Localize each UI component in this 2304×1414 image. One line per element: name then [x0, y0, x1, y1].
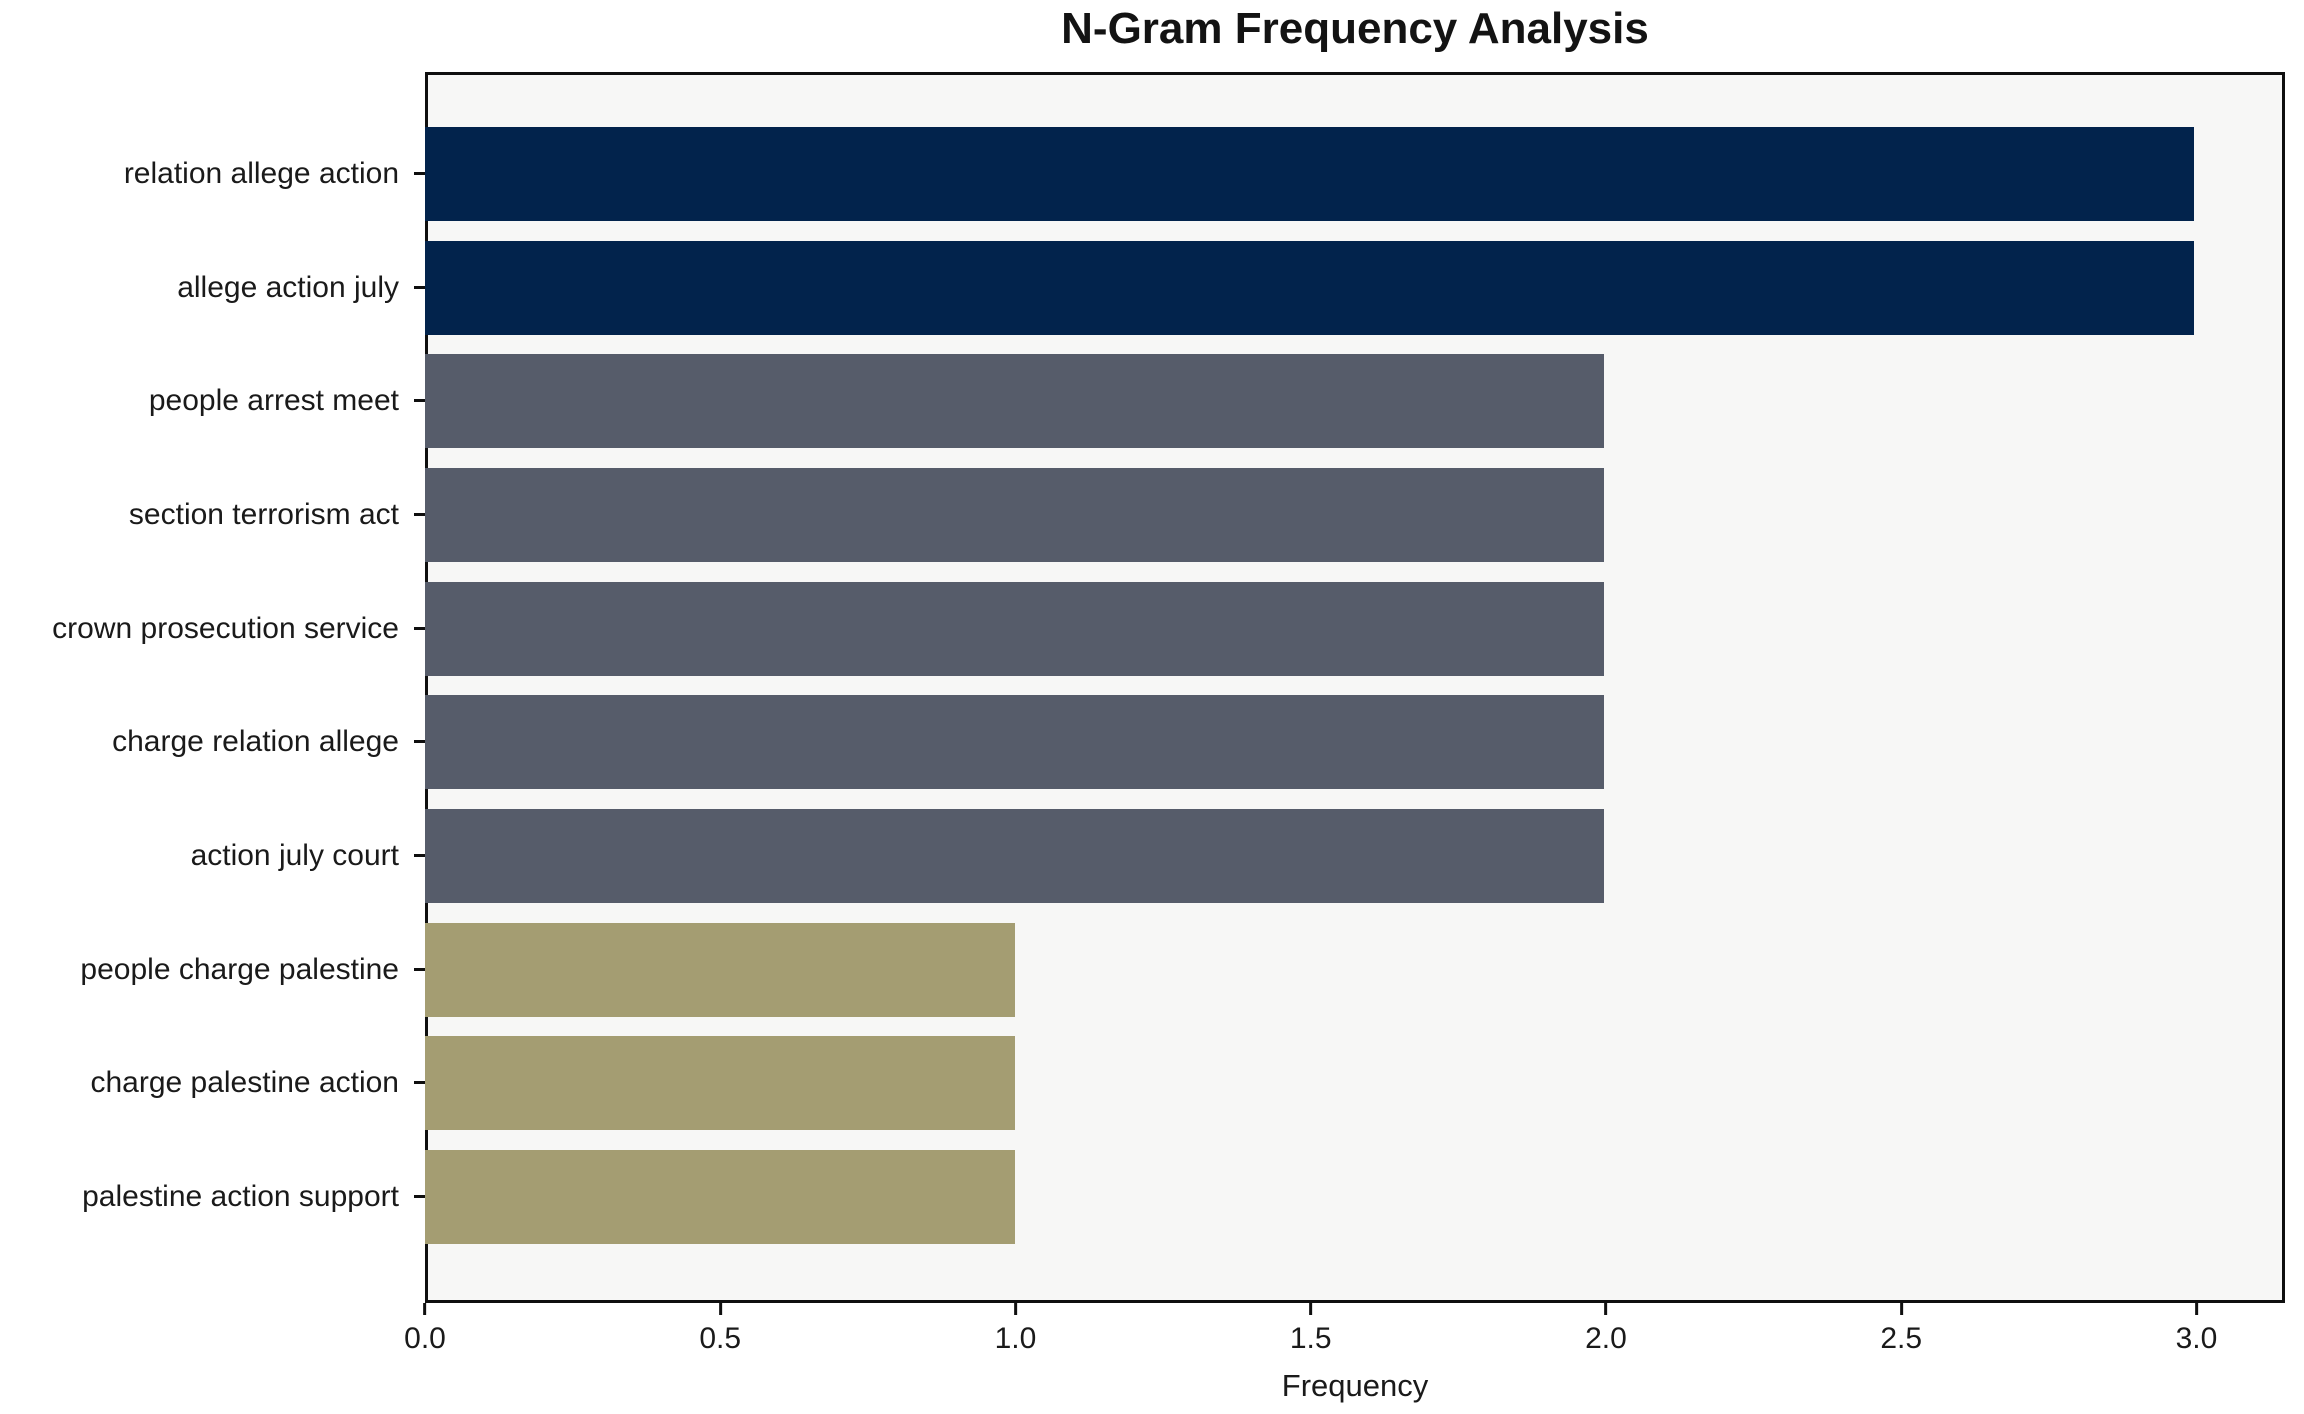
y-tick-cell: charge relation allege: [0, 695, 425, 789]
bar-row: action july court: [0, 808, 2282, 903]
x-tick-mark: [1013, 1303, 1017, 1315]
frequency-bar: [425, 808, 1605, 903]
x-tick-label: 2.0: [1585, 1322, 1627, 1355]
x-tick: 1.0: [994, 1303, 1037, 1356]
frequency-bar: [425, 695, 1605, 790]
x-tick-label: 0.0: [404, 1322, 446, 1355]
bar-row: section terrorism act: [0, 467, 2282, 562]
bar-track: [425, 922, 2282, 1017]
x-tick: 2.5: [1880, 1303, 1922, 1356]
y-tick-cell: palestine action support: [0, 1150, 425, 1244]
frequency-bar: [425, 467, 1605, 562]
x-tick: 3.0: [2175, 1303, 2218, 1356]
y-tick-mark: [414, 853, 425, 857]
frequency-bar: [425, 240, 2194, 335]
bar-row: relation allege action: [0, 127, 2282, 221]
y-tick-mark: [414, 512, 425, 516]
bar-row: people charge palestine: [0, 922, 2282, 1017]
y-tick-mark: [414, 1081, 425, 1085]
y-tick-mark: [414, 172, 425, 175]
x-tick-mark: [423, 1303, 427, 1315]
category-label: allege action july: [177, 270, 399, 304]
x-tick-label: 1.0: [994, 1322, 1037, 1355]
frequency-bar: [425, 127, 2194, 221]
x-tick-mark: [718, 1303, 722, 1315]
category-label: people charge palestine: [80, 952, 399, 986]
category-label: palestine action support: [82, 1179, 399, 1213]
y-tick-cell: allege action july: [0, 241, 425, 335]
bar-track: [425, 695, 2282, 790]
y-tick-mark: [414, 1194, 425, 1198]
x-tick: 2.0: [1585, 1303, 1627, 1356]
frequency-bar: [425, 922, 1015, 1017]
frequency-bar: [425, 1149, 1015, 1244]
y-tick-cell: relation allege action: [0, 127, 425, 221]
bar-track: [425, 808, 2282, 903]
x-axis: 0.0 0.5 1.0 1.5 2.0 2.5 3.0: [404, 1303, 2285, 1367]
x-tick: 0.5: [699, 1303, 741, 1356]
y-tick-mark: [414, 967, 425, 971]
y-tick-cell: section terrorism act: [0, 468, 425, 562]
frequency-bar: [425, 581, 1605, 676]
bar-track: [425, 127, 2282, 221]
x-tick-mark: [1899, 1303, 1903, 1315]
x-tick-label: 1.5: [1289, 1322, 1332, 1355]
x-tick-mark: [2194, 1303, 2198, 1315]
bar-track: [425, 581, 2282, 676]
y-tick-mark: [414, 740, 425, 744]
chart-title: N-Gram Frequency Analysis: [1061, 4, 1649, 53]
y-tick-cell: people charge palestine: [0, 923, 425, 1017]
y-tick-mark: [414, 285, 425, 289]
x-axis-label: Frequency: [1281, 1368, 1429, 1403]
y-tick-mark: [414, 399, 425, 403]
bar-track: [425, 240, 2282, 335]
bar-track: [425, 1149, 2282, 1244]
bar-row: charge palestine action: [0, 1036, 2282, 1131]
x-tick-label: 2.5: [1880, 1322, 1923, 1355]
category-label: section terrorism act: [128, 497, 399, 531]
bar-rows: relation allege action allege action jul…: [0, 75, 2282, 1300]
x-tick: 0.0: [404, 1303, 446, 1356]
x-tick-label: 0.5: [699, 1322, 742, 1355]
x-tick-mark: [1309, 1303, 1313, 1315]
category-label: charge palestine action: [90, 1066, 399, 1100]
y-tick-cell: people arrest meet: [0, 354, 425, 448]
x-tick-mark: [1604, 1303, 1608, 1315]
bar-track: [425, 354, 2282, 449]
category-label: crown prosecution service: [52, 611, 399, 645]
y-tick-cell: crown prosecution service: [0, 582, 425, 676]
bar-row: people arrest meet: [0, 354, 2282, 449]
y-tick-cell: charge palestine action: [0, 1036, 425, 1130]
x-tick-label: 3.0: [2175, 1322, 2218, 1355]
bar-row: crown prosecution service: [0, 581, 2282, 676]
category-label: people arrest meet: [148, 384, 399, 418]
y-tick-cell: action july court: [0, 809, 425, 903]
frequency-bar: [425, 354, 1605, 449]
bar-row: allege action july: [0, 240, 2282, 335]
category-label: relation allege action: [123, 157, 399, 190]
bar-row: charge relation allege: [0, 695, 2282, 790]
bar-row: palestine action support: [0, 1149, 2282, 1244]
y-tick-mark: [414, 626, 425, 630]
x-tick: 1.5: [1290, 1303, 1332, 1356]
bar-track: [425, 1036, 2282, 1131]
category-label: charge relation allege: [112, 725, 399, 759]
frequency-bar: [425, 1036, 1015, 1131]
category-label: action july court: [190, 838, 399, 872]
bar-track: [425, 467, 2282, 562]
